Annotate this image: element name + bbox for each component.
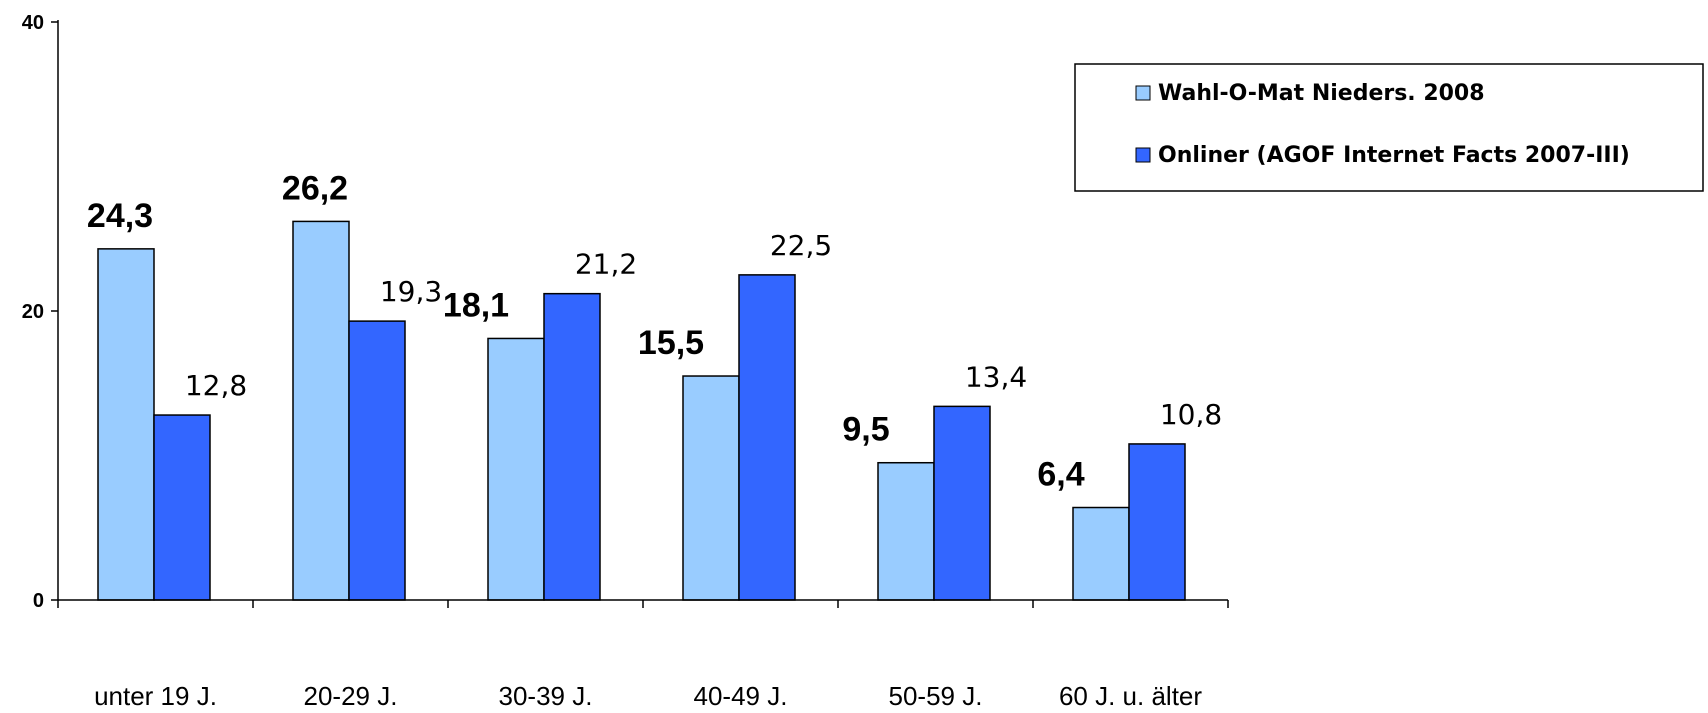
legend-label-wahl-o-mat: Wahl-O-Mat Nieders. 2008 [1158, 81, 1485, 106]
x-tick-label-0: unter 19 J. [94, 681, 217, 711]
y-tick-label-40: 40 [22, 12, 44, 34]
data-label-wahl-o-mat-5: 6,4 [1037, 456, 1084, 494]
bar-wahl-o-mat-2 [487, 337, 545, 601]
legend-box [1074, 63, 1704, 192]
bar-onliner-0 [153, 414, 211, 601]
data-label-onliner-3: 22,5 [770, 229, 832, 262]
bar-wahl-o-mat-3 [682, 375, 740, 601]
data-label-wahl-o-mat-4: 9,5 [842, 411, 889, 449]
x-tick-label-1: 20-29 J. [304, 681, 398, 711]
legend: Wahl-O-Mat Nieders. 2008 Onliner (AGOF In… [1074, 63, 1704, 192]
legend-label-onliner: Onliner (AGOF Internet Facts 2007-III) [1158, 143, 1630, 168]
legend-swatch-wahl-o-mat [1135, 85, 1151, 101]
bars [97, 220, 1186, 601]
bar-wahl-o-mat-4 [877, 461, 935, 601]
x-tick-label-3: 40-49 J. [694, 681, 788, 711]
bar-wahl-o-mat-0 [97, 248, 155, 601]
y-tick-label-0: 0 [33, 590, 44, 612]
y-tick-label-20: 20 [22, 301, 44, 323]
data-label-wahl-o-mat-1: 26,2 [282, 169, 348, 207]
data-label-wahl-o-mat-2: 18,1 [443, 286, 509, 324]
bar-onliner-3 [738, 274, 796, 601]
bar-onliner-1 [348, 320, 406, 601]
bar-wahl-o-mat-5 [1072, 506, 1130, 601]
x-tick-label-2: 30-39 J. [499, 681, 593, 711]
data-label-onliner-5: 10,8 [1160, 398, 1222, 431]
bar-onliner-2 [543, 292, 601, 601]
data-label-onliner-4: 13,4 [965, 360, 1027, 393]
bar-wahl-o-mat-1 [292, 220, 350, 601]
data-label-wahl-o-mat-0: 24,3 [87, 197, 153, 235]
data-labels: 24,3 26,2 18,1 15,5 9,5 6,4 12,8 19,3 21,2 22,5 13… [87, 169, 1222, 493]
data-label-onliner-2: 21,2 [575, 248, 637, 281]
legend-swatch-onliner [1135, 147, 1151, 163]
bar-onliner-4 [933, 405, 991, 601]
axes: 0 20 40 unter 19 J. 20-29 J. 30-39 J. 40-49 J.… [22, 12, 1229, 711]
data-label-wahl-o-mat-3: 15,5 [638, 324, 704, 362]
data-label-onliner-1: 19,3 [380, 275, 442, 308]
x-tick-label-4: 50-59 J. [889, 681, 983, 711]
data-label-onliner-0: 12,8 [185, 369, 247, 402]
x-tick-label-5: 60 J. u. älter [1059, 681, 1202, 711]
bar-onliner-5 [1128, 443, 1186, 601]
